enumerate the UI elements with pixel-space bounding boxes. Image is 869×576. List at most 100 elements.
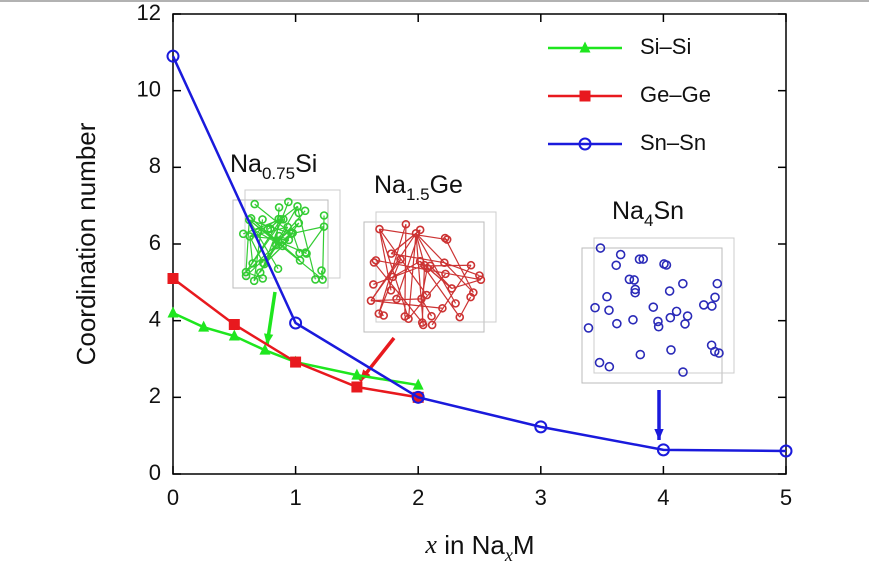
inset-atom bbox=[595, 243, 606, 253]
inset-atom bbox=[369, 280, 378, 289]
y-axis-label: Coordination number bbox=[71, 122, 101, 365]
inset-atom bbox=[712, 278, 723, 289]
inset-atom bbox=[583, 323, 594, 333]
inset-bond bbox=[420, 268, 428, 299]
inset-atom bbox=[590, 302, 600, 313]
y-tick-label: 0 bbox=[149, 460, 161, 485]
inset-bond bbox=[415, 233, 424, 326]
inset-atom bbox=[284, 197, 293, 207]
inset-atom bbox=[301, 248, 310, 257]
point bbox=[290, 356, 302, 368]
x-label-part: in Na bbox=[437, 530, 505, 560]
annotation-part: Sn bbox=[653, 197, 684, 225]
legend-marker bbox=[578, 137, 592, 151]
inset-atom bbox=[678, 367, 688, 377]
inset-atom bbox=[427, 320, 437, 330]
inset-atom bbox=[628, 314, 638, 325]
annotation-part: 0.75 bbox=[262, 164, 295, 183]
y-tick-label: 4 bbox=[149, 306, 161, 331]
inset-atom bbox=[442, 235, 452, 244]
x-label-part: x bbox=[424, 530, 437, 559]
inset-atom bbox=[319, 211, 329, 220]
y-tick-label: 12 bbox=[137, 0, 161, 25]
inset-atom bbox=[602, 291, 612, 302]
inset-bond bbox=[378, 224, 407, 314]
inset-bond bbox=[278, 235, 290, 241]
inset-atom bbox=[438, 303, 447, 313]
inset-atom bbox=[249, 276, 259, 286]
inset-atom bbox=[422, 263, 432, 273]
inset-atom bbox=[634, 254, 645, 265]
inset-atom bbox=[714, 348, 724, 358]
point bbox=[166, 49, 180, 63]
x-tick-label: 5 bbox=[780, 485, 792, 510]
inset-atom bbox=[386, 286, 396, 295]
inset-atom bbox=[630, 287, 640, 298]
inset-atom bbox=[241, 271, 251, 281]
inset-atom bbox=[427, 311, 436, 321]
inset-atom bbox=[241, 267, 251, 277]
inset-atom bbox=[680, 319, 690, 329]
x-tick-label: 2 bbox=[412, 485, 424, 510]
inset-atom bbox=[374, 309, 384, 318]
inset-atom bbox=[682, 311, 693, 321]
inset-atom bbox=[466, 292, 475, 302]
inset-atom bbox=[648, 302, 659, 312]
inset-atom bbox=[653, 316, 663, 327]
inset-atom bbox=[415, 225, 425, 235]
inset-atom bbox=[698, 300, 709, 310]
arrow-head bbox=[654, 428, 664, 440]
inset-bond bbox=[249, 236, 254, 264]
series bbox=[166, 49, 793, 458]
inset-atom bbox=[400, 312, 410, 321]
inset-bond bbox=[248, 219, 279, 270]
legend-label: Sn–Sn bbox=[640, 130, 706, 155]
inset-bond bbox=[378, 313, 384, 317]
inset-bond bbox=[395, 229, 421, 300]
inset-atom bbox=[273, 236, 283, 245]
inset-atom bbox=[258, 258, 268, 268]
annotation-part: Si bbox=[295, 150, 317, 178]
inset-atom bbox=[440, 258, 449, 268]
inset-bond bbox=[298, 212, 316, 280]
point bbox=[534, 420, 548, 434]
inset-atom bbox=[666, 345, 676, 355]
point bbox=[411, 390, 425, 404]
inset-atom bbox=[388, 272, 398, 282]
arrow-head bbox=[264, 333, 274, 345]
inset-bond bbox=[408, 273, 446, 320]
inset-atom bbox=[369, 258, 379, 267]
annotation: Na0.75Si bbox=[230, 150, 317, 183]
inset-atom bbox=[418, 320, 428, 330]
inset-bond bbox=[451, 279, 482, 290]
annotation-part: Na bbox=[374, 171, 406, 199]
inset-atom bbox=[295, 256, 305, 265]
legend-label: Si–Si bbox=[640, 34, 691, 59]
inset-atom bbox=[665, 312, 676, 323]
x-label-part: x bbox=[504, 545, 513, 565]
inset-bond bbox=[321, 215, 325, 280]
inset-bond bbox=[245, 219, 250, 273]
inset-bond bbox=[245, 233, 292, 277]
inset-atom bbox=[671, 306, 682, 317]
inset-atom bbox=[594, 357, 605, 368]
point bbox=[228, 319, 240, 330]
insets bbox=[232, 189, 735, 440]
point bbox=[259, 343, 271, 355]
inset-atom bbox=[678, 278, 688, 289]
inset-atom bbox=[653, 321, 664, 332]
x-tick-label: 0 bbox=[167, 485, 179, 510]
y-tick-label: 6 bbox=[149, 230, 161, 255]
inset-atom bbox=[248, 259, 257, 268]
inset-atom bbox=[272, 240, 281, 250]
inset-atom bbox=[392, 294, 401, 304]
inset-atom bbox=[455, 312, 465, 322]
inset-atom bbox=[258, 215, 267, 224]
inset-atom bbox=[311, 275, 320, 284]
point bbox=[289, 316, 303, 330]
inset-atom bbox=[466, 260, 476, 270]
inset-atom bbox=[707, 301, 717, 311]
inset-atom bbox=[611, 260, 622, 271]
inset-atom bbox=[379, 311, 389, 320]
annotation-part: 1.5 bbox=[406, 185, 430, 204]
